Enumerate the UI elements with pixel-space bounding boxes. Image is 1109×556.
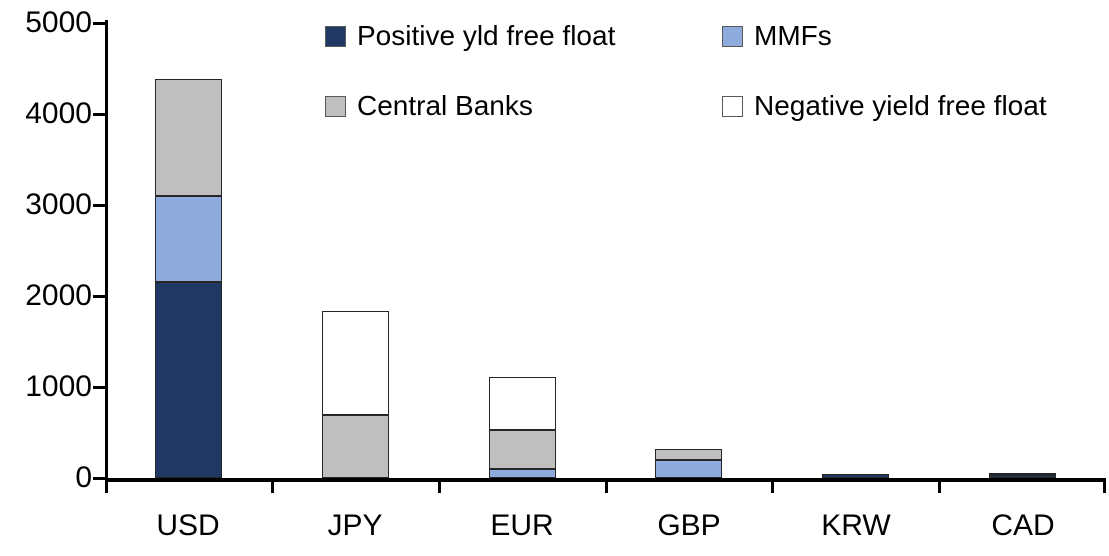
- y-axis-line: [105, 20, 108, 482]
- y-tick-label: 5000: [25, 6, 92, 39]
- legend-swatch-mmfs: [722, 25, 743, 47]
- bar-segment: [154, 78, 222, 196]
- legend-label: Negative yield free float: [754, 90, 1047, 121]
- x-axis-label: USD: [156, 509, 220, 542]
- bar-segment: [154, 195, 222, 283]
- legend-item: MMFs: [722, 22, 832, 50]
- bar-eur: [488, 377, 556, 478]
- x-axis-label: CAD: [991, 509, 1055, 542]
- y-tick: [93, 385, 105, 389]
- legend-label: Central Banks: [357, 90, 533, 121]
- bar-segment: [989, 472, 1057, 476]
- bar-segment: [655, 448, 723, 460]
- bar-segment: [989, 475, 1057, 478]
- legend-swatch-central-banks: [325, 95, 346, 117]
- y-tick-label: 2000: [25, 279, 92, 312]
- bar-segment: [488, 429, 556, 469]
- legend-swatch-positive-yld-free-float: [325, 25, 346, 47]
- legend-item: Central Banks: [325, 92, 533, 120]
- bar-cad: [989, 472, 1057, 478]
- x-tick: [105, 482, 108, 493]
- x-axis-label: EUR: [490, 509, 554, 542]
- legend-item: Positive yld free float: [325, 22, 615, 50]
- x-tick: [605, 482, 608, 493]
- x-tick: [1103, 482, 1106, 493]
- bar-gbp: [655, 448, 723, 478]
- y-tick: [93, 21, 105, 25]
- plot-area: [105, 23, 1106, 478]
- x-tick: [771, 482, 774, 493]
- bar-jpy: [321, 310, 389, 478]
- legend-label: MMFs: [754, 20, 832, 51]
- x-tick: [938, 482, 941, 493]
- y-tick: [93, 476, 105, 480]
- x-tick: [271, 482, 274, 493]
- y-tick-label: 1000: [25, 370, 92, 403]
- legend-label: Positive yld free float: [357, 20, 616, 51]
- y-tick: [93, 203, 105, 207]
- bar-usd: [154, 78, 222, 478]
- bar-segment: [655, 459, 723, 478]
- bar-segment: [488, 377, 556, 430]
- x-axis-label: GBP: [657, 509, 721, 542]
- x-tick: [438, 482, 441, 493]
- bar-segment: [154, 282, 222, 478]
- bar-segment: [321, 310, 389, 416]
- y-tick-label: 3000: [25, 188, 92, 221]
- x-axis-label: KRW: [821, 509, 891, 542]
- y-tick: [93, 112, 105, 116]
- y-tick-label: 0: [75, 461, 92, 494]
- bar-krw: [822, 474, 890, 478]
- legend-item: Negative yield free float: [722, 92, 1047, 120]
- y-tick: [93, 294, 105, 298]
- x-axis-line: [105, 478, 1106, 482]
- bar-segment: [822, 474, 890, 478]
- bar-segment: [321, 415, 389, 478]
- y-tick-label: 4000: [25, 97, 92, 130]
- bar-segment: [488, 468, 556, 478]
- legend-swatch-negative-yield-free-float: [722, 95, 743, 117]
- x-axis-label: JPY: [327, 509, 383, 542]
